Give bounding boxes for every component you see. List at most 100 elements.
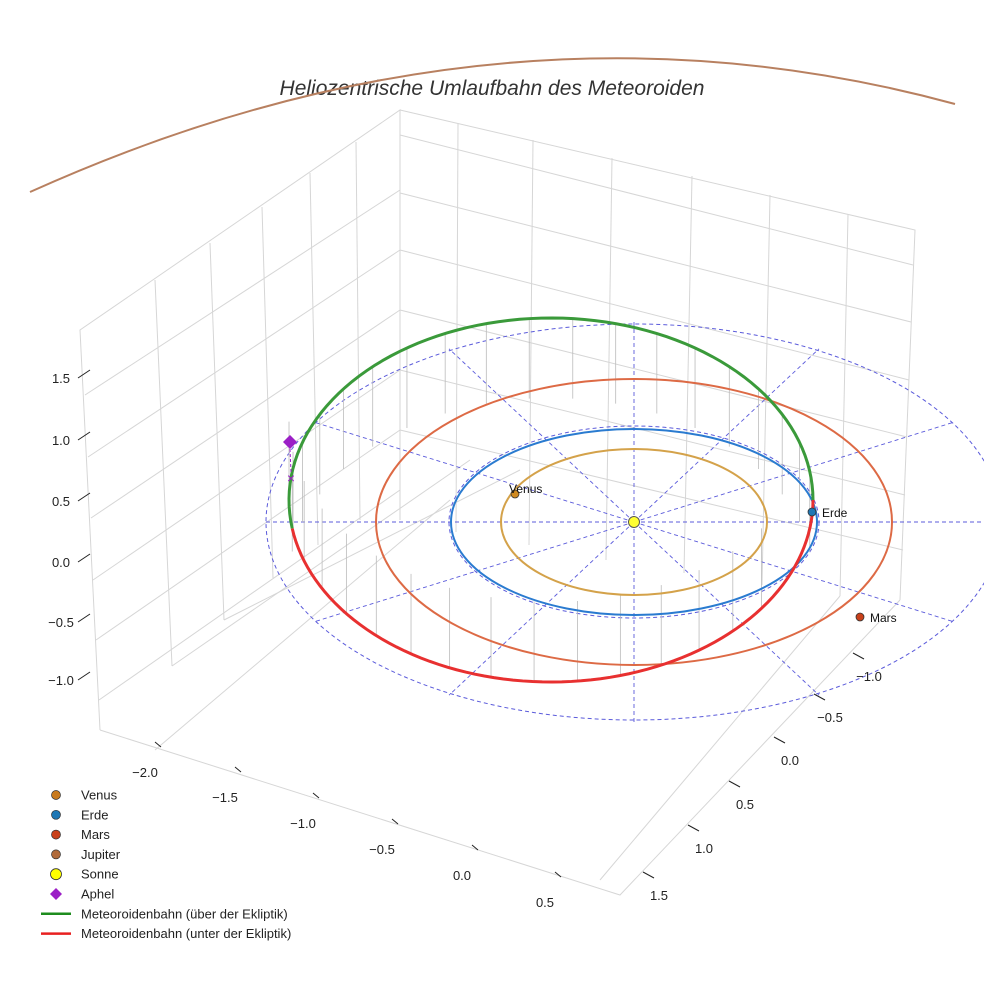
legend-item[interactable]: Erde xyxy=(51,807,109,822)
aphel-drop-line xyxy=(289,448,292,473)
x-tick-label: −1.5 xyxy=(212,790,238,805)
y-tick-label: 1.0 xyxy=(695,841,713,856)
legend-item[interactable]: Meteoroidenbahn (über der Ekliptik) xyxy=(41,906,288,921)
radial-guide-line xyxy=(633,521,820,696)
grid-line xyxy=(683,175,693,574)
jupiter-orbit xyxy=(29,57,956,193)
z-tick-mark xyxy=(77,671,91,681)
venus-orbit xyxy=(500,448,768,596)
legend-label: Jupiter xyxy=(81,847,121,862)
erde-marker xyxy=(807,507,817,517)
grid-line xyxy=(90,309,401,519)
legend-item[interactable]: Mars xyxy=(51,827,111,842)
grid-line xyxy=(599,595,841,881)
grid-line xyxy=(261,206,274,579)
chart-title: Heliozentrische Umlaufbahn des Meteoroid… xyxy=(280,77,705,100)
legend-swatch xyxy=(51,829,61,840)
z-tick-label: −1.0 xyxy=(48,673,74,688)
erde-orbit xyxy=(450,428,818,616)
x-tick-label: 0.5 xyxy=(536,895,554,910)
z-tick-mark xyxy=(77,492,91,502)
grid-line xyxy=(309,172,319,546)
venus-marker xyxy=(510,489,520,499)
grid-line xyxy=(399,249,910,381)
pane-right-outline xyxy=(399,109,916,601)
legend-label: Aphel xyxy=(81,887,114,902)
meteoroid-orbit-above xyxy=(287,316,815,529)
legend-swatch xyxy=(50,888,62,900)
grid-line xyxy=(92,369,401,581)
grid-line xyxy=(399,309,908,438)
x-tick-mark xyxy=(154,741,162,748)
z-tick-label: 0.0 xyxy=(52,555,70,570)
radial-guide-line xyxy=(633,348,820,523)
legend-swatch xyxy=(50,868,62,881)
legend-swatch xyxy=(51,790,61,800)
legend-label: Meteoroidenbahn (unter der Ekliptik) xyxy=(81,926,291,941)
y-tick-label: 0.0 xyxy=(781,753,799,768)
legend-swatch xyxy=(51,849,61,860)
markers-layer: Venus Erde Mars × xyxy=(283,435,897,625)
z-tick-label: 1.5 xyxy=(52,371,70,386)
legend-item[interactable]: Aphel xyxy=(50,887,114,902)
venus-label: Venus xyxy=(509,482,542,496)
x-tick-mark xyxy=(312,792,320,799)
pane-floor-outline xyxy=(99,599,901,896)
x-tick-mark xyxy=(234,766,242,773)
legend-item[interactable]: Meteoroidenbahn (unter der Ekliptik) xyxy=(41,926,291,941)
grid-line xyxy=(605,157,613,561)
mars-orbit xyxy=(375,378,893,666)
z-tick-label: 1.0 xyxy=(52,433,70,448)
mars-label: Mars xyxy=(870,611,897,625)
y-tick-mark xyxy=(687,824,700,832)
radial-guide-line xyxy=(633,521,955,623)
legend-label: Sonne xyxy=(81,867,119,882)
meteoroid-orbit-below xyxy=(290,499,815,684)
y-tick-label: −1.0 xyxy=(856,669,882,684)
radial-guide-line xyxy=(448,348,635,523)
grid-line xyxy=(98,489,401,701)
y-tick-mark xyxy=(773,736,786,744)
z-tick-mark xyxy=(77,431,91,441)
grid-line xyxy=(223,469,521,621)
grid-line xyxy=(399,369,906,496)
grid-line xyxy=(209,242,225,621)
sun-marker xyxy=(628,516,640,528)
legend-label: Mars xyxy=(81,827,110,842)
grid-line xyxy=(84,189,401,396)
legend-item[interactable]: Sonne xyxy=(50,867,119,882)
legend-item[interactable]: Jupiter xyxy=(51,847,121,862)
x-tick-label: −0.5 xyxy=(369,842,395,857)
grid-line xyxy=(355,141,361,521)
x-tick-label: −2.0 xyxy=(132,765,158,780)
y-tick-mark xyxy=(728,780,741,788)
mars-marker xyxy=(855,612,865,622)
x-tick-mark xyxy=(391,818,399,825)
grid-line xyxy=(154,279,173,667)
y-tick-label: −0.5 xyxy=(817,710,843,725)
y-tick-mark xyxy=(813,693,826,701)
legend-label: Meteoroidenbahn (über der Ekliptik) xyxy=(81,906,288,921)
legend-item[interactable]: Venus xyxy=(51,788,118,803)
x-tick-mark xyxy=(554,871,562,878)
axis-ticks-layer: 1.5 1.0 0.5 0.0 −0.5 −1.0 −2.0 −1.5 −1.0 −0.5 0.0 0… xyxy=(48,369,882,910)
y-tick-mark xyxy=(852,652,865,660)
z-tick-mark xyxy=(77,369,91,379)
legend-label: Venus xyxy=(81,788,118,803)
x-tick-label: 0.0 xyxy=(453,868,471,883)
meteoroid-orbit-layer xyxy=(287,316,815,684)
y-tick-label: 0.5 xyxy=(736,797,754,812)
grid-lines xyxy=(79,109,916,896)
grid-line xyxy=(839,213,849,597)
z-tick-mark xyxy=(77,553,91,563)
x-tick-label: −1.0 xyxy=(290,816,316,831)
radial-guide-line xyxy=(313,521,635,623)
ecliptic-radial-guides xyxy=(264,322,984,722)
x-tick-mark xyxy=(471,844,479,851)
grid-line xyxy=(95,429,401,641)
grid-line xyxy=(399,192,912,323)
grid-line xyxy=(761,194,771,586)
planet-orbits-layer xyxy=(375,378,893,666)
